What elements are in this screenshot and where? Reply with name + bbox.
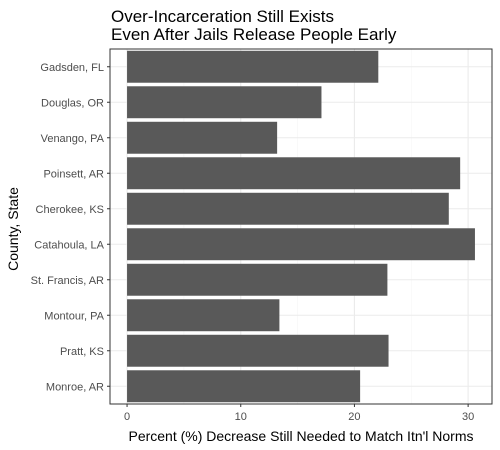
y-tick-label: Pratt, KS [60,346,104,358]
bar [127,192,449,225]
chart-title-line-1: Over-Incarceration Still Exists [111,7,334,26]
y-tick-label: Poinsett, AR [43,168,104,180]
y-tick-label: Montour, PA [44,310,104,322]
y-tick-label: Monroe, AR [46,381,104,393]
bar [127,50,379,83]
chart-title-line-2: Even After Jails Release People Early [111,25,397,44]
y-axis: Gadsden, FL Douglas, OR Venango, PA Poinset… [31,62,110,393]
x-axis-title: Percent (%) Decrease Still Needed to Mat… [128,428,473,444]
bar [127,370,361,403]
x-tick-label: 10 [235,411,247,423]
plot-panel [109,48,493,405]
bar [127,86,322,119]
y-tick-label: Venango, PA [41,133,105,145]
bar [127,334,389,367]
x-tick-label: 20 [348,411,360,423]
bar [127,121,278,154]
bar [127,228,475,261]
panel-border [109,48,493,405]
y-tick-label: St. Francis, AR [31,275,104,287]
chart-title: Over-Incarceration Still Exists Even Aft… [111,7,397,44]
bar [127,157,461,190]
bars [127,50,475,403]
y-tick-label: Gadsden, FL [40,62,104,74]
bar [127,263,388,296]
bar [127,299,280,332]
y-axis-title: County, State [5,187,21,271]
y-tick-label: Cherokee, KS [36,204,104,216]
y-tick-label: Catahoula, LA [34,239,104,251]
x-axis: 0 10 20 30 [124,404,474,423]
x-tick-label: 30 [462,411,474,423]
y-tick-label: Douglas, OR [41,97,104,109]
x-tick-label: 0 [124,411,130,423]
